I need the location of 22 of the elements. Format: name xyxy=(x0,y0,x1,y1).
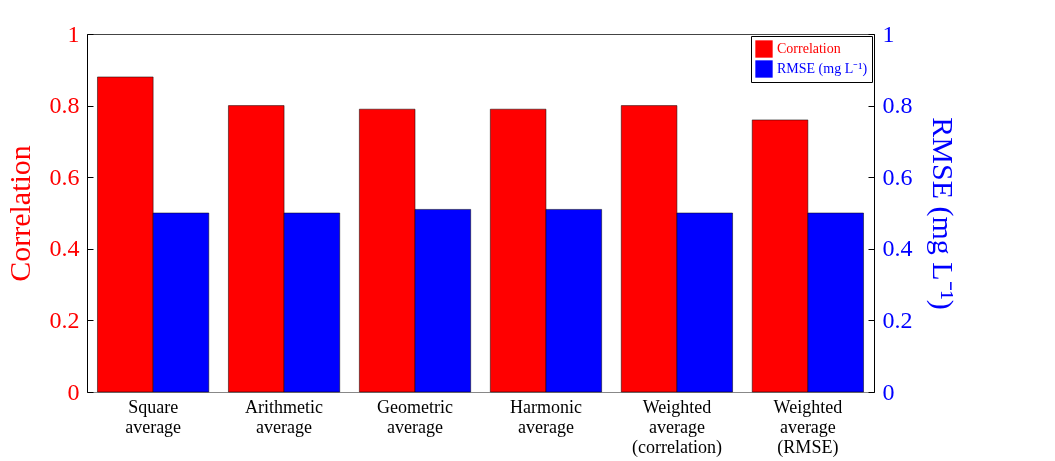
x-tick-label: Geometric average xyxy=(377,396,454,437)
x-tick-label: Weighted average (RMSE) xyxy=(773,396,843,458)
y-tick-label: 1 xyxy=(67,20,80,47)
y2-tick-label: 1 xyxy=(882,20,895,47)
y-tick-label: 0.4 xyxy=(49,235,80,262)
y2-tick-label: 0.4 xyxy=(882,235,913,262)
legend-label: RMSE (mg L⁻¹) xyxy=(777,61,868,77)
y-axis-title: Correlation xyxy=(2,145,36,282)
y2-tick-label: 0.6 xyxy=(882,163,913,190)
y-tick-label: 0.2 xyxy=(49,306,80,333)
x-tick-label: Harmonic average xyxy=(509,396,582,437)
y2-tick-label: 0.2 xyxy=(882,306,913,333)
y-tick-label: 0.8 xyxy=(49,92,80,119)
y-tick-label: 0 xyxy=(67,378,80,405)
x-tick-label: Square average xyxy=(125,396,182,437)
y2-tick-label: 0 xyxy=(882,378,895,405)
legend-label: Correlation xyxy=(777,41,841,56)
y2-tick-label: 0.8 xyxy=(882,92,913,119)
x-tick-label: Arithmetic average xyxy=(245,396,324,437)
y2-axis-title: RMSE (mg L⁻¹) xyxy=(925,117,960,310)
y-tick-label: 0.6 xyxy=(49,163,80,190)
x-tick-label: Weighted average (correlation) xyxy=(631,396,722,458)
